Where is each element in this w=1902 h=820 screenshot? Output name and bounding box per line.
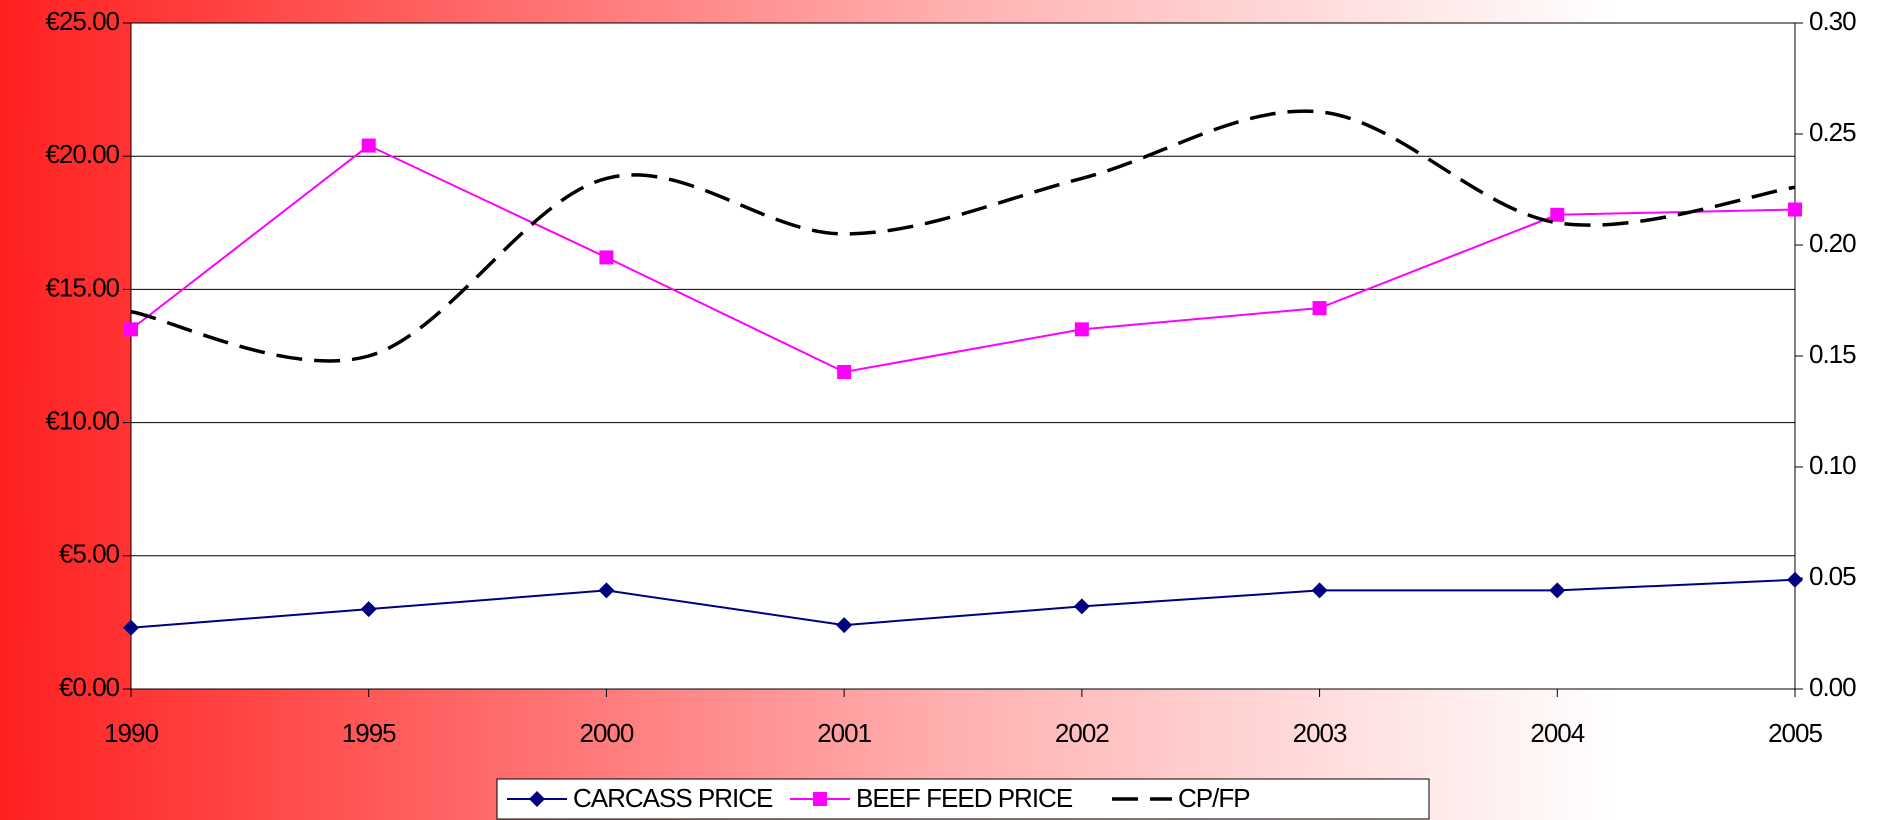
legend-item: BEEF FEED PRICE bbox=[790, 783, 1074, 813]
y2-tick-label: 0.25 bbox=[1809, 117, 1856, 147]
y2-tick-label: 0.00 bbox=[1809, 672, 1856, 702]
y2-tick-label: 0.05 bbox=[1809, 561, 1856, 591]
point bbox=[1549, 582, 1566, 599]
x-tick-label: 2005 bbox=[1768, 718, 1822, 748]
point bbox=[1550, 207, 1565, 222]
point bbox=[836, 617, 853, 634]
series-line bbox=[130, 109, 1796, 363]
x-tick-label: 2003 bbox=[1293, 718, 1347, 748]
y-tick-label: €15.00 bbox=[45, 272, 119, 302]
point bbox=[1073, 598, 1090, 615]
x-tick-label: 2000 bbox=[580, 718, 634, 748]
x-tick-label: 2001 bbox=[817, 718, 871, 748]
x-tick-label: 1995 bbox=[342, 718, 396, 748]
y-tick-label: €10.00 bbox=[45, 405, 119, 435]
legend-item: CP/FP bbox=[1112, 783, 1251, 813]
y2-tick-label: 0.30 bbox=[1809, 6, 1856, 36]
point bbox=[360, 601, 377, 618]
point bbox=[837, 364, 852, 379]
point bbox=[1311, 582, 1328, 599]
point bbox=[361, 138, 376, 153]
plot-area bbox=[131, 23, 1795, 689]
y-tick-label: €0.00 bbox=[59, 672, 120, 702]
point bbox=[598, 582, 615, 599]
legend-label: CP/FP bbox=[1178, 783, 1250, 813]
point bbox=[813, 792, 827, 806]
y-tick-label: €20.00 bbox=[45, 139, 119, 169]
point bbox=[124, 322, 138, 337]
point bbox=[123, 619, 139, 636]
y-tick-label: €25.00 bbox=[45, 6, 119, 36]
x-tick-label: 2004 bbox=[1530, 718, 1584, 748]
x-tick-label: 1990 bbox=[104, 718, 158, 748]
y2-tick-label: 0.20 bbox=[1809, 228, 1856, 258]
series-line bbox=[130, 578, 1796, 629]
point bbox=[1074, 322, 1089, 337]
y2-tick-label: 0.10 bbox=[1809, 450, 1856, 480]
point bbox=[1787, 571, 1803, 588]
point bbox=[1312, 301, 1327, 316]
point bbox=[599, 250, 614, 265]
legend-label: BEEF FEED PRICE bbox=[856, 783, 1073, 813]
series-line bbox=[130, 144, 1796, 374]
legend-label: CARCASS PRICE bbox=[573, 783, 773, 813]
legend-item: CARCASS PRICE bbox=[507, 783, 774, 813]
y-tick-label: €5.00 bbox=[59, 539, 120, 569]
legend-box bbox=[496, 778, 1430, 820]
x-tick-label: 2002 bbox=[1055, 718, 1109, 748]
point bbox=[529, 791, 545, 807]
point bbox=[1788, 202, 1802, 217]
y2-tick-label: 0.15 bbox=[1809, 339, 1856, 369]
